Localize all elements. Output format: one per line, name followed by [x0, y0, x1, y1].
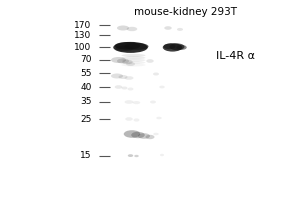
- Ellipse shape: [138, 133, 150, 139]
- Ellipse shape: [111, 73, 123, 78]
- Ellipse shape: [122, 56, 146, 59]
- Ellipse shape: [122, 60, 133, 64]
- Ellipse shape: [127, 27, 137, 31]
- Text: 70: 70: [80, 55, 92, 64]
- Ellipse shape: [113, 42, 148, 53]
- Text: 170: 170: [74, 21, 92, 29]
- Ellipse shape: [111, 57, 126, 63]
- Ellipse shape: [156, 117, 162, 119]
- Ellipse shape: [124, 76, 134, 80]
- Ellipse shape: [134, 155, 139, 157]
- Ellipse shape: [160, 154, 164, 156]
- Ellipse shape: [126, 62, 135, 66]
- Ellipse shape: [146, 59, 154, 63]
- Ellipse shape: [124, 43, 148, 50]
- Ellipse shape: [153, 133, 159, 135]
- Text: IL-4R α: IL-4R α: [216, 51, 255, 61]
- Ellipse shape: [116, 46, 134, 51]
- Ellipse shape: [122, 64, 146, 66]
- Text: 100: 100: [74, 43, 92, 51]
- Ellipse shape: [125, 117, 133, 121]
- Ellipse shape: [163, 43, 182, 52]
- Ellipse shape: [124, 130, 140, 138]
- Ellipse shape: [124, 100, 134, 104]
- Ellipse shape: [118, 75, 127, 79]
- Ellipse shape: [131, 132, 145, 138]
- Ellipse shape: [169, 43, 184, 50]
- Text: 55: 55: [80, 68, 92, 77]
- Text: 130: 130: [74, 30, 92, 40]
- Ellipse shape: [150, 100, 156, 104]
- Ellipse shape: [117, 25, 129, 30]
- Ellipse shape: [115, 85, 122, 89]
- Ellipse shape: [115, 42, 140, 50]
- Ellipse shape: [153, 72, 159, 75]
- Text: 25: 25: [80, 114, 92, 123]
- Text: 15: 15: [80, 152, 92, 160]
- Ellipse shape: [122, 59, 146, 62]
- Text: 35: 35: [80, 98, 92, 106]
- Ellipse shape: [117, 58, 129, 64]
- Text: 40: 40: [80, 83, 92, 92]
- Ellipse shape: [134, 118, 140, 122]
- Ellipse shape: [128, 87, 134, 90]
- Ellipse shape: [177, 28, 183, 31]
- Ellipse shape: [176, 45, 187, 50]
- Ellipse shape: [122, 61, 146, 64]
- Ellipse shape: [164, 26, 172, 30]
- Ellipse shape: [133, 101, 140, 104]
- Ellipse shape: [159, 86, 165, 88]
- Text: mouse-kidney 293T: mouse-kidney 293T: [134, 7, 238, 17]
- Ellipse shape: [164, 44, 175, 49]
- Ellipse shape: [122, 86, 128, 89]
- Ellipse shape: [122, 54, 146, 57]
- Ellipse shape: [146, 135, 154, 139]
- Ellipse shape: [128, 154, 133, 157]
